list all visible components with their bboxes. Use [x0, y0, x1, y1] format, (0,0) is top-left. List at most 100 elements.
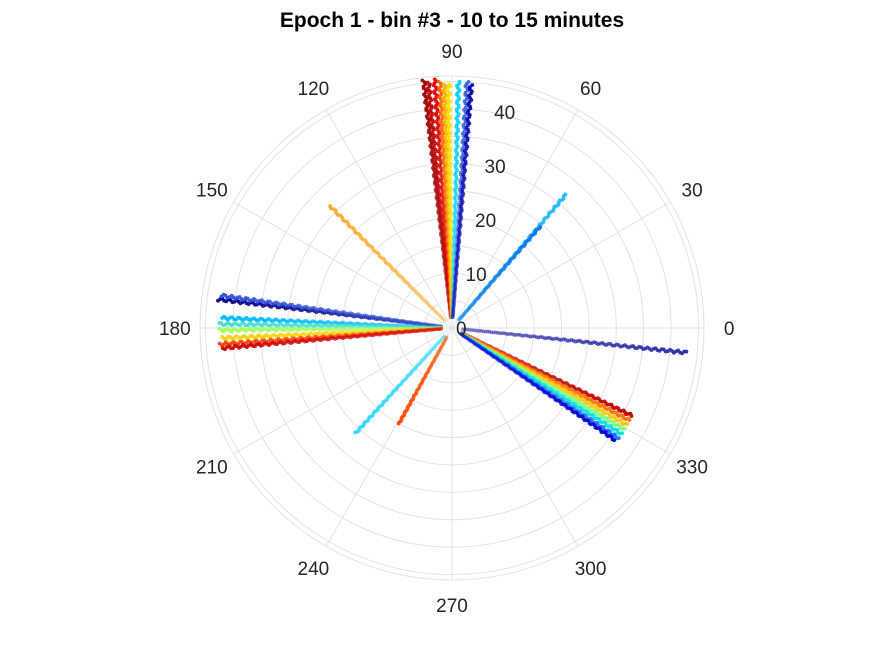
data-point [459, 330, 464, 335]
data-point [448, 311, 453, 316]
data-point [449, 310, 454, 315]
data-point [448, 307, 453, 311]
data-point [461, 331, 466, 336]
data-point [437, 313, 442, 318]
data-point [447, 301, 452, 306]
data-point [433, 323, 437, 328]
polar-grid [199, 75, 705, 581]
data-point [449, 304, 454, 309]
data-point [437, 327, 441, 332]
series-11 [328, 204, 447, 323]
data-point [447, 303, 452, 308]
data-point [449, 298, 454, 302]
data-point [451, 300, 456, 304]
data-point [465, 336, 470, 341]
data-point [466, 335, 471, 339]
data-point [461, 313, 466, 317]
data-point [427, 323, 431, 327]
data-point [459, 314, 464, 319]
data-point [448, 311, 453, 315]
data-point [423, 328, 427, 333]
grid-spoke-30 [451, 201, 671, 329]
data-point [449, 315, 454, 319]
data-point [451, 308, 455, 313]
data-point [396, 421, 401, 426]
data-point [447, 307, 452, 312]
data-point [449, 308, 454, 313]
data-point [538, 225, 543, 229]
data-point [477, 328, 482, 333]
angle-tick-label: 90 [441, 42, 462, 63]
data-point [428, 326, 433, 330]
data-point [627, 418, 632, 422]
data-point [448, 305, 453, 309]
data-point [217, 341, 222, 346]
data-point [447, 297, 451, 302]
data-point [448, 311, 453, 316]
data-point [461, 313, 466, 317]
data-point [433, 323, 437, 328]
data-point [449, 315, 454, 319]
data-point [435, 327, 439, 331]
series-21 [459, 330, 634, 418]
data-point [471, 338, 475, 343]
data-point [461, 332, 465, 337]
series-10 [457, 225, 543, 322]
angle-tick-label: 300 [575, 559, 607, 580]
data-point [459, 332, 463, 337]
data-point [471, 337, 476, 342]
data-point [427, 325, 431, 329]
data-point [616, 436, 621, 441]
data-point [450, 315, 455, 319]
data-point [449, 304, 454, 309]
data-point [620, 431, 624, 436]
data-point [424, 326, 429, 331]
data-point [442, 334, 447, 338]
data-point [450, 304, 455, 309]
data-point [473, 328, 478, 333]
data-point [448, 299, 453, 303]
series-28 [353, 334, 447, 435]
data-point [462, 311, 467, 316]
data-point [458, 316, 463, 320]
data-point [438, 315, 443, 319]
data-point [459, 331, 464, 336]
data-point [451, 297, 456, 302]
data-point [466, 334, 471, 339]
data-point [431, 327, 435, 331]
grid-spoke-150 [233, 201, 453, 329]
data-point [457, 317, 462, 322]
data-point [450, 315, 455, 319]
series-8 [450, 83, 475, 319]
data-point [460, 327, 465, 332]
data-point [451, 306, 455, 311]
data-point [461, 332, 466, 336]
data-point [439, 325, 443, 330]
data-point [433, 327, 437, 332]
data-point [431, 323, 435, 328]
data-point [629, 414, 634, 418]
data-point [469, 336, 474, 341]
data-point [449, 313, 454, 317]
data-point [425, 327, 429, 332]
data-point [420, 78, 425, 83]
series-19 [220, 327, 443, 352]
data-point [429, 325, 433, 329]
data-point [449, 300, 454, 305]
data-point [464, 333, 469, 338]
data-point [450, 308, 455, 313]
data-point [446, 299, 451, 304]
data-point [447, 297, 452, 301]
data-point [466, 80, 471, 84]
data-point [427, 326, 431, 331]
data-point [447, 301, 452, 306]
data-point [563, 192, 568, 197]
data-point [449, 315, 454, 319]
data-point [435, 324, 440, 328]
data-point [428, 325, 433, 330]
data-point [435, 326, 439, 331]
data-point [449, 302, 454, 307]
series-13 [219, 292, 444, 329]
data-point [449, 315, 454, 319]
data-point [439, 325, 443, 330]
